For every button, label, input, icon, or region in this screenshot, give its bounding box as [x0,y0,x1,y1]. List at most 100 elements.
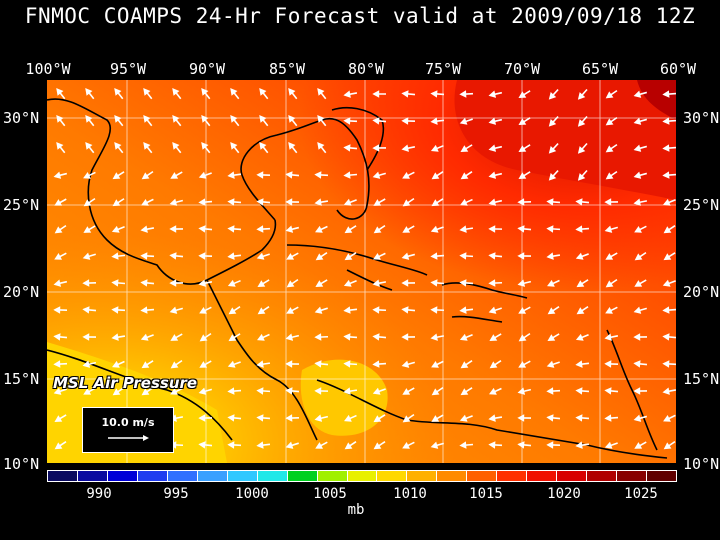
wind-arrow-head [402,172,410,179]
wind-arrow-head [54,226,63,234]
wind-arrow-head [662,90,670,98]
colorbar-cell [496,470,528,482]
wind-arrow-head [285,333,294,341]
wind-arrow-head [170,361,179,369]
wind-arrow-head [53,360,61,368]
wind-arrow-head [460,361,469,369]
wind-arrow-head [489,361,498,369]
colorbar-cell [376,470,408,482]
wind-arrow-head [459,252,467,260]
wind-arrow-head [548,173,557,181]
wind-arrow-head [517,225,525,233]
wind-arrow-head [198,441,206,449]
wind-arrow-head [111,333,119,341]
wind-arrow-head [604,360,612,368]
wind-arrow-head [489,334,498,341]
wind-reference-box: 10.0 m/s [82,407,174,453]
wind-arrow-head [198,198,206,206]
colorbar-cell [436,470,468,482]
lon-label: 75°W [424,60,462,78]
wind-arrow-head [53,279,62,287]
lat-label-right: 25°N [683,196,720,214]
wind-arrow-head [372,171,381,179]
wind-arrow-head [459,333,468,341]
coastlines [47,98,668,459]
wind-arrow-head [401,90,409,98]
lat-label-left: 15°N [3,370,40,388]
wind-arrow-head [343,333,351,341]
field-label: MSL Air Pressure [53,374,198,392]
wind-arrow-head [82,306,90,314]
wind-arrow-head [170,387,178,395]
wind-arrow-head [256,360,264,368]
wind-arrow-head [604,387,612,395]
wind-arrow-head [372,306,380,314]
lat-label-right: 20°N [683,283,720,301]
wind-arrow-head [517,387,526,395]
wind-arrow-head [489,387,497,395]
wind-arrow-head [373,442,382,450]
wind-arrow-head [198,252,206,260]
wind-arrow-head [344,442,353,450]
colorbar-unit: mb [347,502,365,518]
wind-arrow-head [85,141,93,150]
wind-arrow-head [431,415,440,422]
wind-arrow-head [575,414,583,422]
wind-arrow-head [517,279,526,287]
wind-arrow-head [488,306,497,314]
wind-arrow-head [430,333,438,341]
wind-arrow-head [56,87,64,96]
wind-arrow-head [372,387,381,395]
wind-arrow-head [546,252,554,260]
wind-arrow-head [575,225,583,233]
wind-arrow-head [488,252,496,260]
wind-arrow-head [459,225,467,233]
wind-arrow-head [372,90,380,98]
wind-arrow-head [143,114,151,123]
colorbar-tick: 1015 [469,486,503,502]
wind-arrow-head [315,280,324,287]
wind-arrow-head [488,279,496,287]
wind-arrow-head [227,360,236,368]
wind-arrow-head [633,387,641,395]
wind-arrow-head [402,226,411,233]
wind-arrow-head [605,253,614,260]
wind-arrow-head [575,360,583,368]
wind-arrow-head [430,225,439,233]
wind-arrow-head [112,388,121,396]
colorbar-cell [586,470,618,482]
wind-arrow-head [662,144,670,152]
wind-arrow-head [662,360,670,368]
wind-arrow-head [634,226,642,233]
wind-arrow-head [169,252,177,260]
wind-arrow-head [402,415,411,423]
wind-arrow-head [82,252,91,260]
wind-arrow-head [547,334,556,341]
wind-arrow-head [111,252,119,260]
wind-arrow-head [285,171,293,179]
wind-arrow-head [576,280,585,288]
wind-arrow-head [227,225,235,233]
colorbar-cell [196,470,228,482]
wind-arrow-head [257,333,265,341]
wind-arrow-head [344,253,353,261]
wind-arrow-head [343,279,352,287]
wind-arrow-head [344,414,352,422]
wind-arrow-head [315,253,324,261]
wind-arrow-head [577,173,586,181]
wind-arrow-head [256,441,264,449]
wind-arrow-head [518,334,527,342]
wind-arrow-head [285,414,293,422]
wind-arrow-head [83,388,92,395]
wind-arrow-head [401,117,409,125]
pressure-map[interactable] [47,80,676,463]
wind-arrow-head [663,414,671,422]
wind-arrow-head [141,361,150,369]
colorbar-cell [316,470,348,482]
wind-arrow-head [169,225,177,233]
wind-arrow-head [286,307,295,314]
wind-arrow-head [459,414,468,422]
colorbar-cell [406,470,438,482]
colorbar-cell [346,470,378,482]
wind-arrow-head [256,387,264,395]
